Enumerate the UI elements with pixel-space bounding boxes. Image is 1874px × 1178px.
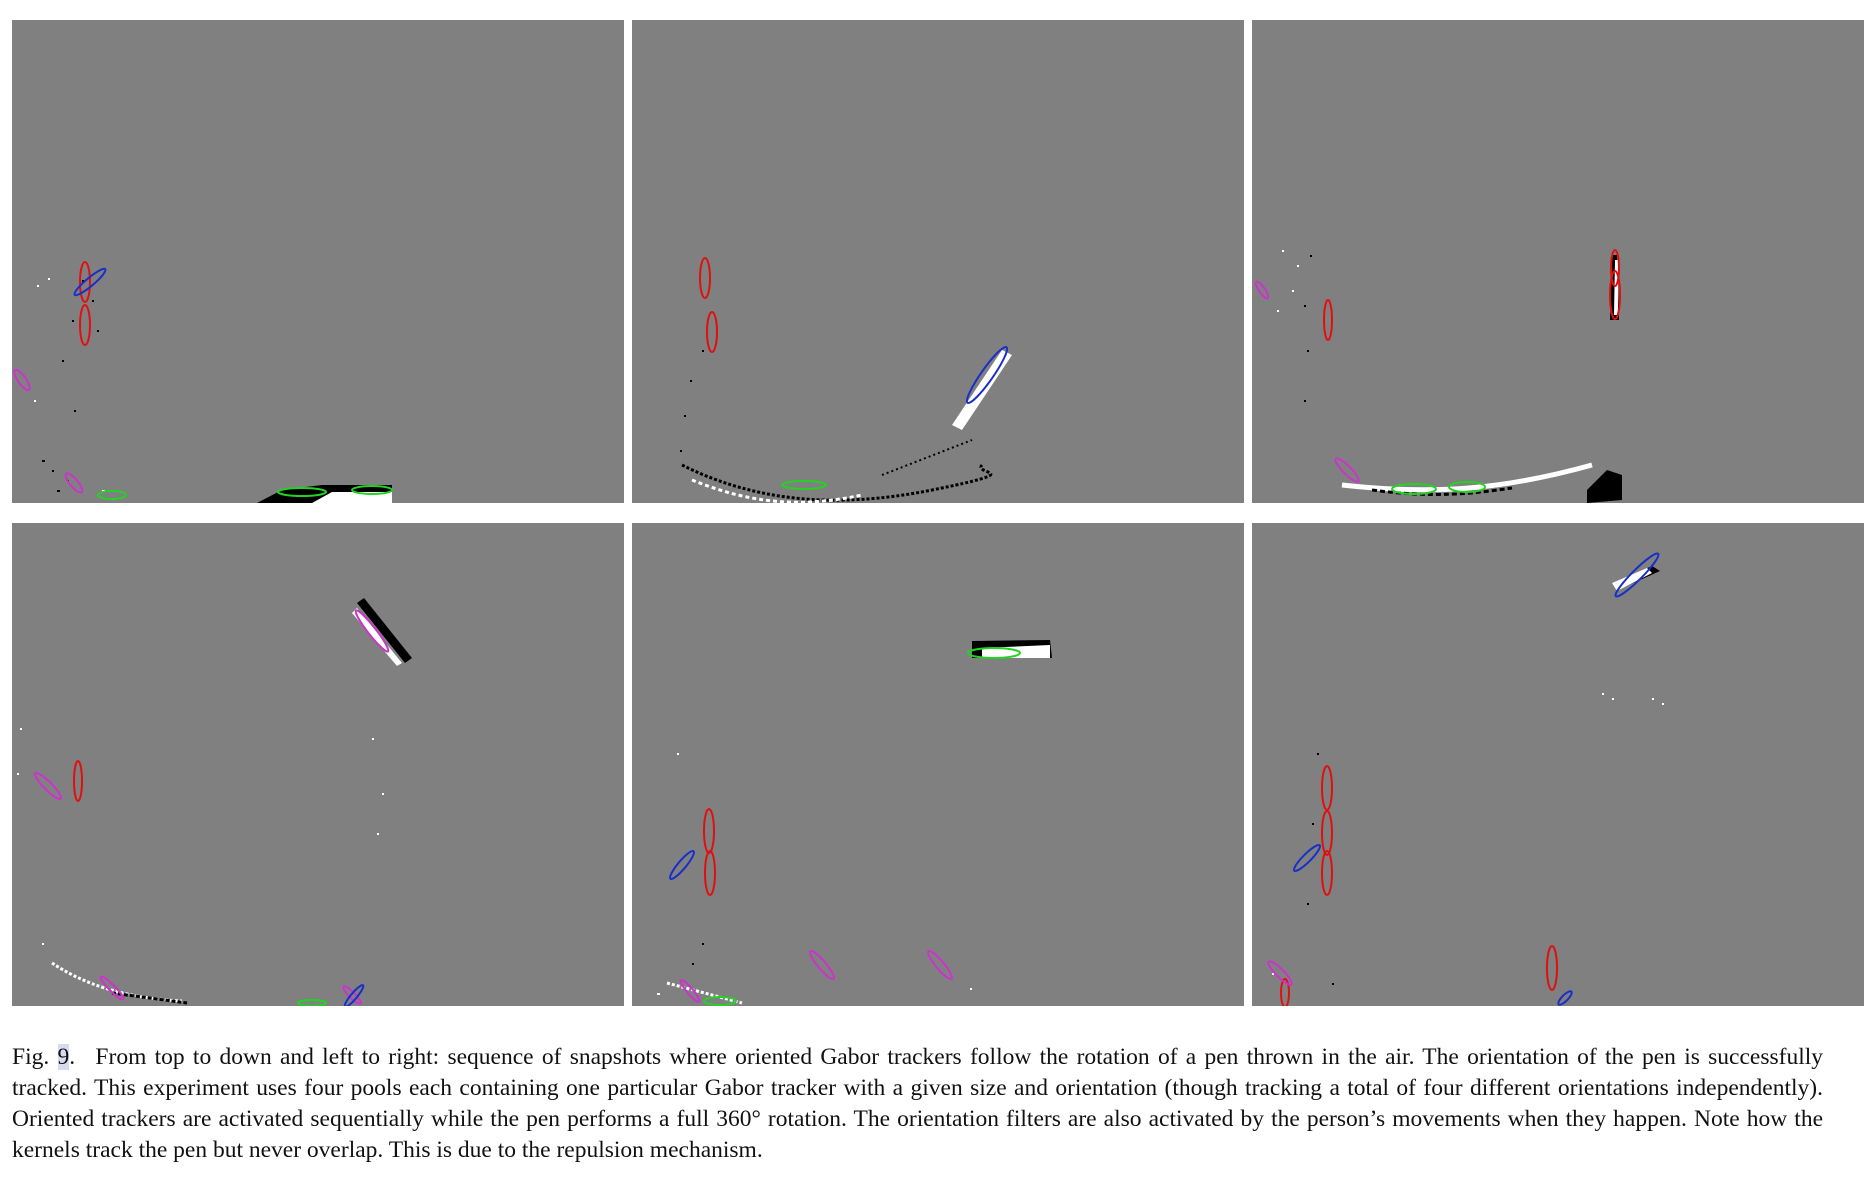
figure-caption: Fig. 9. From top to down and left to rig… <box>12 1042 1823 1166</box>
snapshot-panel-2 <box>632 20 1244 503</box>
snapshot-panel-6 <box>1252 523 1864 1006</box>
snapshot-5-events <box>657 640 1052 1006</box>
snapshot-6-events <box>1267 552 1664 1006</box>
snapshot-4-events <box>17 598 412 1006</box>
snapshot-1-events <box>13 261 393 503</box>
figure-caption-text: From top to down and left to right: sequ… <box>12 1044 1824 1163</box>
snapshot-panel-5 <box>632 523 1244 1006</box>
snapshot-panel-1 <box>12 20 624 503</box>
snapshot-panel-3 <box>1252 20 1864 503</box>
figure-number: Fig. 9. <box>12 1044 76 1070</box>
snapshot-3-events <box>1254 249 1622 503</box>
snapshot-panel-4 <box>12 523 624 1006</box>
snapshot-2-events <box>680 257 1012 503</box>
